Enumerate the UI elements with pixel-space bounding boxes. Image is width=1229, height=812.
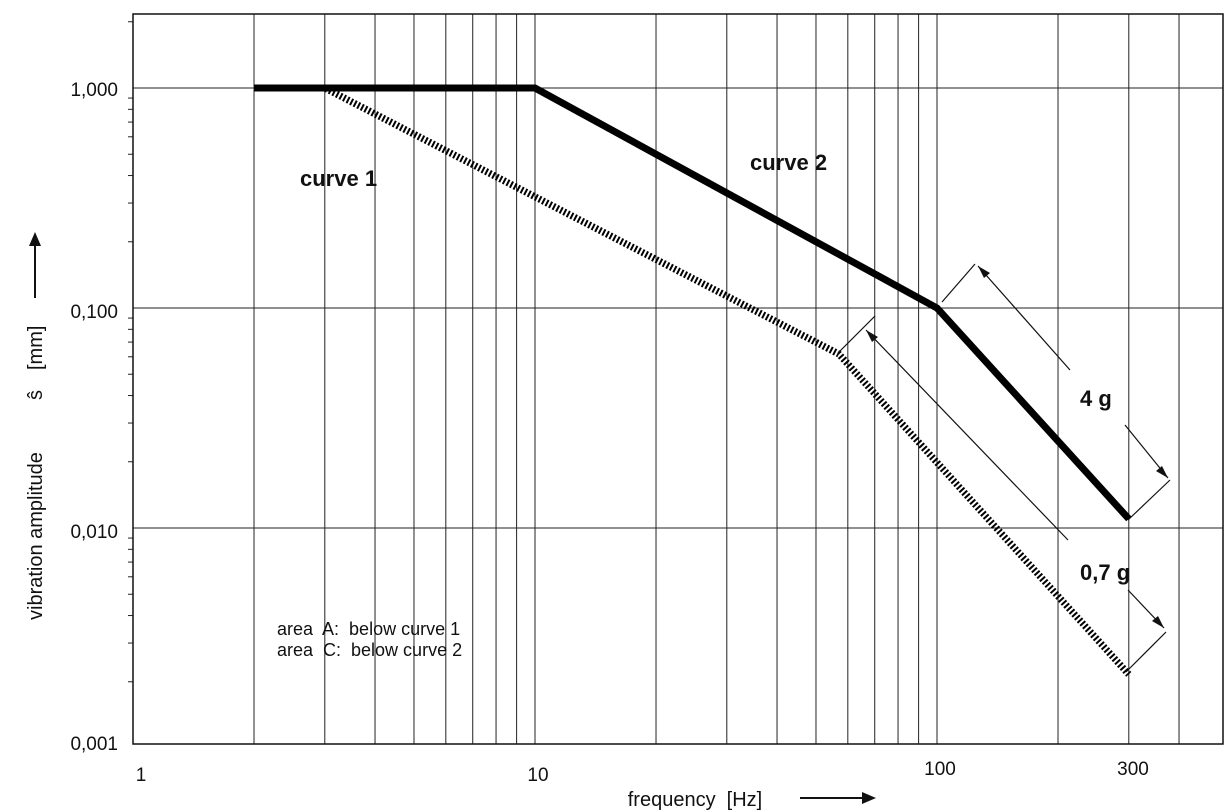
y-axis-title: vibration amplitude ŝ [mm] bbox=[25, 232, 47, 620]
series-line-2 bbox=[254, 84, 1132, 522]
dimension-07g: 0,7 g bbox=[837, 315, 1167, 673]
x-axis-title: frequency [Hz] bbox=[628, 789, 876, 811]
dim-07g-leader-top bbox=[865, 329, 1069, 541]
dim-07g-witness-top bbox=[837, 315, 876, 354]
grid bbox=[128, 14, 1223, 744]
y-axis-arrow-icon bbox=[29, 232, 41, 246]
x-tick-label: 1 bbox=[136, 765, 147, 786]
y-tick-label: 0,100 bbox=[70, 302, 118, 323]
dim-4g-leader-top bbox=[977, 265, 1071, 371]
dim-07g-arrowhead-top bbox=[866, 330, 878, 342]
y-tick-label: 1,000 bbox=[70, 80, 118, 101]
x-tick-label: 100 bbox=[924, 759, 956, 780]
x-axis-ticks: 1 10 100 300 bbox=[136, 759, 1149, 786]
series-label-curve-2: curve 2 bbox=[750, 150, 827, 175]
area-legend: area A: below curve 1 area C: below curv… bbox=[277, 619, 462, 660]
y-axis-ticks: 1,000 0,100 0,010 0,001 bbox=[70, 80, 118, 755]
dim-4g-witness-top bbox=[941, 263, 976, 303]
x-axis-label: frequency [Hz] bbox=[628, 789, 763, 811]
annotation-07g: 0,7 g bbox=[1080, 560, 1130, 585]
x-axis-arrow-icon bbox=[862, 792, 876, 804]
y-tick-label: 0,010 bbox=[70, 522, 118, 543]
y-axis-label: vibration amplitude bbox=[25, 452, 47, 620]
y-axis-unit: [mm] bbox=[25, 326, 47, 370]
y-axis-symbol: ŝ bbox=[25, 390, 47, 400]
dim-4g-arrowhead-bottom bbox=[1156, 466, 1168, 478]
dim-07g-arrowhead-bottom bbox=[1152, 616, 1164, 628]
plot-frame bbox=[132, 13, 1224, 745]
annotation-4g: 4 g bbox=[1080, 386, 1112, 411]
dim-07g-witness-bottom bbox=[1125, 631, 1167, 673]
legend-line-area-a: area A: below curve 1 bbox=[277, 619, 460, 639]
dim-4g-arrowhead-top bbox=[978, 266, 990, 278]
x-tick-label: 300 bbox=[1117, 759, 1149, 780]
dimension-4g: 4 g bbox=[941, 263, 1171, 521]
x-tick-label: 10 bbox=[527, 765, 548, 786]
dim-4g-witness-bottom bbox=[1127, 479, 1171, 521]
series bbox=[254, 84, 1132, 677]
legend-line-area-c: area C: below curve 2 bbox=[277, 640, 462, 660]
series-label-curve-1: curve 1 bbox=[300, 166, 377, 191]
series-line-1 bbox=[254, 84, 1132, 677]
y-tick-label: 0,001 bbox=[70, 734, 118, 755]
